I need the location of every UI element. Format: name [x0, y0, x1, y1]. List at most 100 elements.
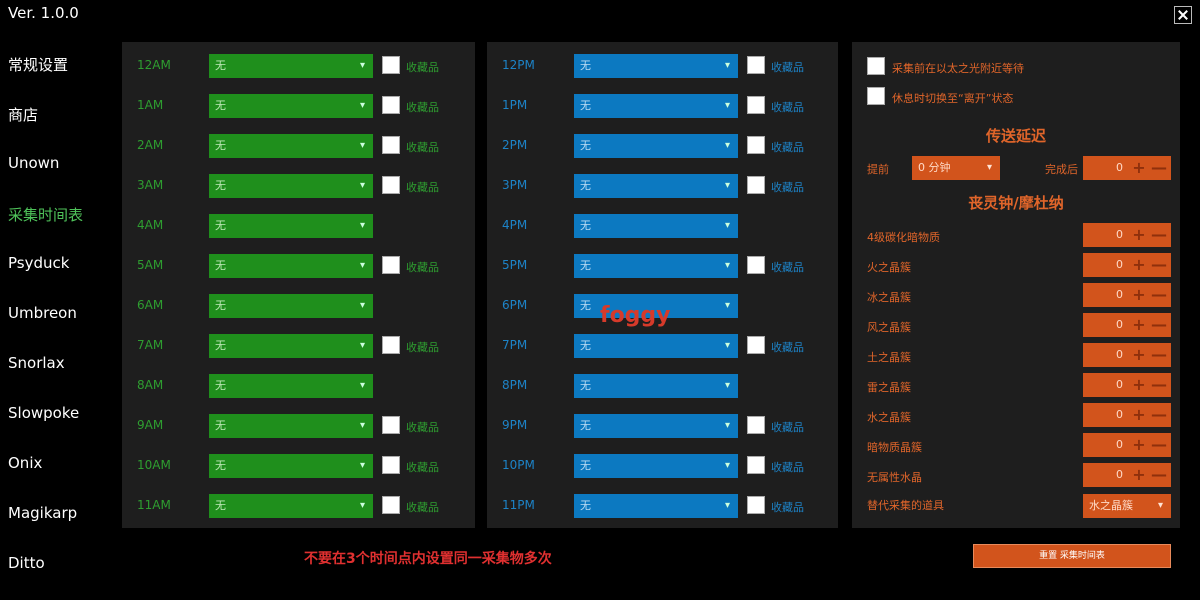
collectible-checkbox[interactable]	[747, 336, 765, 354]
crystal-quantity-stepper[interactable]: 0 + —	[1083, 403, 1171, 427]
minus-icon[interactable]: —	[1151, 375, 1167, 394]
plus-icon[interactable]: +	[1132, 285, 1146, 304]
sidebar-item[interactable]: Psyduck	[8, 254, 70, 272]
gather-item-dropdown[interactable]: 无	[209, 414, 373, 438]
gather-item-dropdown[interactable]: 无	[209, 334, 373, 358]
gather-item-dropdown[interactable]: 无	[574, 94, 738, 118]
before-label: 提前	[867, 163, 889, 176]
gather-item-dropdown[interactable]: 无	[574, 254, 738, 278]
minus-icon[interactable]: —	[1151, 465, 1167, 484]
minus-icon[interactable]: —	[1151, 405, 1167, 424]
schedule-row: 2AM 无 收藏品	[122, 134, 475, 158]
crystal-quantity-stepper[interactable]: 0 + —	[1083, 343, 1171, 367]
sidebar-item[interactable]: Ditto	[8, 554, 45, 572]
gather-item-dropdown[interactable]: 无	[574, 214, 738, 238]
collectible-checkbox[interactable]	[747, 56, 765, 74]
schedule-row: 4PM 无	[487, 214, 838, 238]
collectible-checkbox[interactable]	[382, 96, 400, 114]
gather-item-dropdown[interactable]: 无	[574, 174, 738, 198]
gather-item-dropdown[interactable]: 无	[209, 374, 373, 398]
minus-icon[interactable]: —	[1151, 315, 1167, 334]
plus-icon[interactable]: +	[1132, 465, 1146, 484]
crystal-quantity-stepper[interactable]: 0 + —	[1083, 253, 1171, 277]
crystal-quantity-stepper[interactable]: 0 + —	[1083, 373, 1171, 397]
sidebar-item[interactable]: 商店	[8, 106, 39, 124]
minus-icon[interactable]: —	[1151, 225, 1167, 244]
gather-item-dropdown[interactable]: 无	[574, 294, 738, 318]
gather-item-dropdown[interactable]: 无	[574, 134, 738, 158]
plus-icon[interactable]: +	[1132, 255, 1146, 274]
gather-item-dropdown[interactable]: 无	[574, 494, 738, 518]
plus-icon[interactable]: +	[1132, 435, 1146, 454]
sidebar-item[interactable]: Onix	[8, 454, 43, 472]
sidebar-item[interactable]: Umbreon	[8, 304, 77, 322]
plus-icon[interactable]: +	[1132, 405, 1146, 424]
collectible-checkbox[interactable]	[747, 456, 765, 474]
am-schedule-panel: 12AM无收藏品1AM无收藏品2AM无收藏品3AM无收藏品4AM无5AM无收藏品…	[122, 42, 475, 528]
gather-item-dropdown[interactable]: 无	[209, 54, 373, 78]
minus-icon[interactable]: —	[1151, 255, 1167, 274]
gather-item-dropdown[interactable]: 无	[209, 134, 373, 158]
collectible-label: 收藏品	[406, 341, 439, 354]
gather-item-dropdown[interactable]: 无	[209, 174, 373, 198]
collectible-checkbox[interactable]	[382, 416, 400, 434]
crystal-quantity-stepper[interactable]: 0 + —	[1083, 433, 1171, 457]
collectible-checkbox[interactable]	[382, 176, 400, 194]
crystal-quantity-stepper[interactable]: 0 + —	[1083, 313, 1171, 337]
crystal-quantity-stepper[interactable]: 0 + —	[1083, 223, 1171, 247]
collectible-checkbox[interactable]	[382, 136, 400, 154]
gather-item-dropdown[interactable]: 无	[209, 94, 373, 118]
after-delay-stepper[interactable]: 0 + —	[1083, 156, 1171, 180]
reset-schedule-button[interactable]: 重置 采集时间表	[973, 544, 1171, 568]
gather-item-dropdown[interactable]: 无	[209, 494, 373, 518]
plus-icon[interactable]: +	[1132, 375, 1146, 394]
schedule-row: 5PM 无 收藏品	[487, 254, 838, 278]
time-label: 12PM	[502, 58, 535, 72]
collectible-checkbox[interactable]	[382, 496, 400, 514]
gather-item-dropdown[interactable]: 无	[574, 414, 738, 438]
wait-near-aetheryte-checkbox[interactable]	[867, 57, 885, 75]
collectible-checkbox[interactable]	[382, 336, 400, 354]
crystal-quantity-stepper[interactable]: 0 + —	[1083, 283, 1171, 307]
collectible-label: 收藏品	[771, 101, 804, 114]
sidebar-item[interactable]: 采集时间表	[8, 206, 84, 224]
gather-item-dropdown[interactable]: 无	[574, 374, 738, 398]
quantity-value: 0	[1116, 288, 1123, 301]
minus-icon[interactable]: —	[1151, 435, 1167, 454]
collectible-checkbox[interactable]	[382, 56, 400, 74]
close-icon[interactable]	[1174, 6, 1192, 24]
crystal-item-label: 土之晶簇	[867, 351, 911, 364]
minus-icon[interactable]: —	[1151, 158, 1167, 177]
gather-item-dropdown[interactable]: 无	[209, 454, 373, 478]
minus-icon[interactable]: —	[1151, 285, 1167, 304]
sidebar-item[interactable]: Slowpoke	[8, 404, 80, 422]
away-status-checkbox[interactable]	[867, 87, 885, 105]
sidebar-item[interactable]: 常规设置	[8, 56, 69, 74]
sidebar-item[interactable]: Unown	[8, 154, 60, 172]
collectible-checkbox[interactable]	[747, 96, 765, 114]
plus-icon[interactable]: +	[1132, 225, 1146, 244]
collectible-checkbox[interactable]	[747, 176, 765, 194]
sidebar-item[interactable]: Snorlax	[8, 354, 65, 372]
gather-item-dropdown[interactable]: 无	[574, 54, 738, 78]
collectible-checkbox[interactable]	[747, 416, 765, 434]
gather-item-dropdown[interactable]: 无	[209, 214, 373, 238]
gather-item-dropdown[interactable]: 无	[209, 294, 373, 318]
collectible-checkbox[interactable]	[747, 496, 765, 514]
sidebar-item[interactable]: Magikarp	[8, 504, 78, 522]
crystal-quantity-stepper[interactable]: 0 + —	[1083, 463, 1171, 487]
gather-item-dropdown[interactable]: 无	[574, 334, 738, 358]
collectible-checkbox[interactable]	[747, 256, 765, 274]
collectible-checkbox[interactable]	[382, 456, 400, 474]
plus-icon[interactable]: +	[1132, 345, 1146, 364]
before-delay-dropdown[interactable]: 0 分钟	[912, 156, 1000, 180]
collectible-checkbox[interactable]	[382, 256, 400, 274]
gather-item-dropdown[interactable]: 无	[209, 254, 373, 278]
replace-item-dropdown[interactable]: 水之晶簇	[1083, 494, 1171, 518]
collectible-label: 收藏品	[771, 61, 804, 74]
collectible-checkbox[interactable]	[747, 136, 765, 154]
plus-icon[interactable]: +	[1132, 158, 1146, 177]
minus-icon[interactable]: —	[1151, 345, 1167, 364]
gather-item-dropdown[interactable]: 无	[574, 454, 738, 478]
plus-icon[interactable]: +	[1132, 315, 1146, 334]
